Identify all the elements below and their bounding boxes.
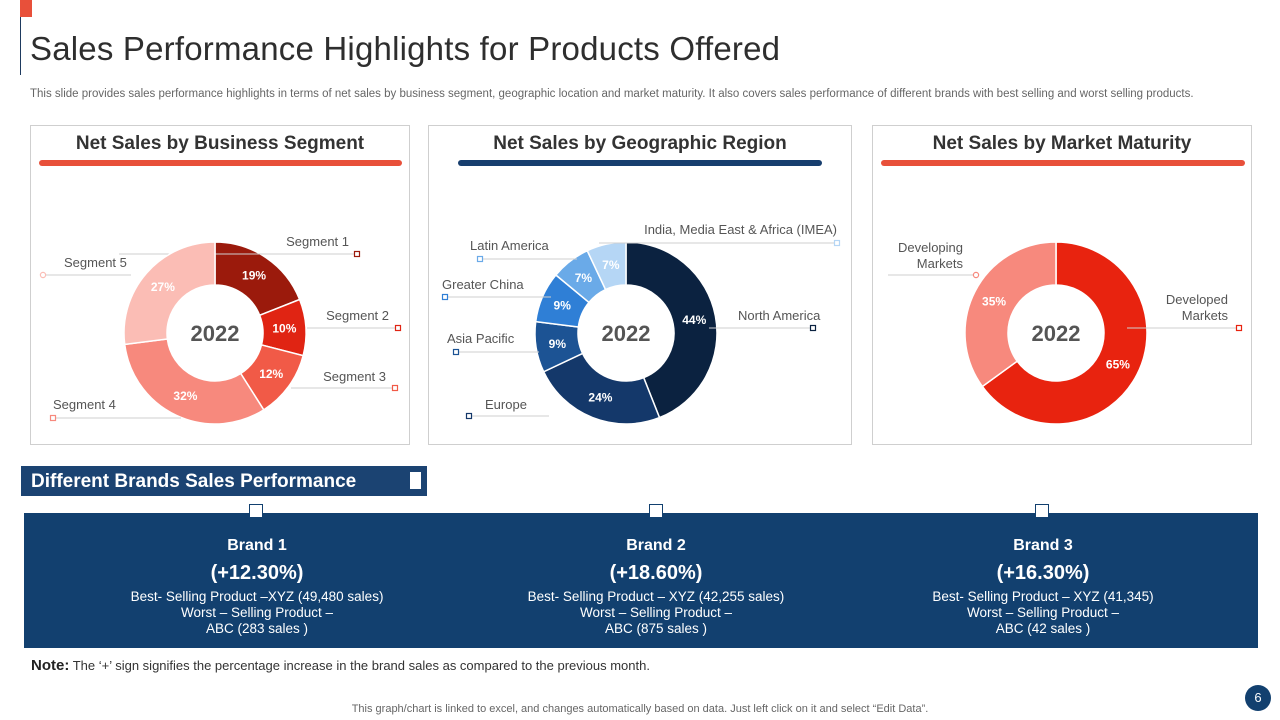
slice-name-label: Segment 3 (323, 369, 386, 384)
callout-marker (452, 348, 460, 356)
brand-worst-detail: ABC (875 sales ) (604, 621, 708, 636)
maturity-title-bar (881, 160, 1245, 166)
slice-north-america[interactable] (625, 241, 718, 419)
callout-marker (972, 271, 980, 279)
brand-best-seller: Best- Selling Product – XYZ (41,345) (932, 589, 1154, 604)
title-rule (20, 17, 21, 75)
slice-value-label: 7% (602, 258, 620, 272)
slice-india-media-east-africa-imea[interactable] (586, 241, 627, 291)
brand-marker (649, 504, 663, 518)
slice-name-label: Developed Markets (1166, 292, 1229, 323)
brand-card: Brand 2 (+18.60%) Best- Selling Product … (466, 504, 846, 637)
callout-marker (441, 293, 449, 301)
slice-value-label: 32% (173, 389, 197, 403)
brand-marker (1035, 504, 1049, 518)
slice-value-label: 9% (549, 337, 567, 351)
slice-name-label: India, Media East & Africa (IMEA) (644, 222, 837, 237)
slice-name-label: North America (738, 308, 821, 323)
slice-value-label: 10% (272, 322, 296, 336)
callout-marker (39, 271, 47, 279)
page-subtitle: This slide provides sales performance hi… (30, 88, 1194, 100)
callout-marker (391, 384, 399, 392)
callout-marker (465, 412, 473, 420)
slice-name-label: Segment 1 (286, 234, 349, 249)
brands-section-header: Different Brands Sales Performance (21, 466, 427, 496)
slice-name-label: Greater China (442, 277, 524, 292)
slice-name-label: Segment 2 (326, 308, 389, 323)
page-number: 6 (1245, 685, 1271, 711)
brand-worst-seller: Worst – Selling Product – (579, 605, 733, 620)
segment-chart-title: Net Sales by Business Segment (75, 133, 365, 154)
slice-developed-markets[interactable] (981, 241, 1148, 425)
brand-worst-seller: Worst – Selling Product – (966, 605, 1120, 620)
slice-value-label: 65% (1106, 358, 1130, 372)
callout-marker (353, 250, 361, 258)
region-chart-title: Net Sales by Geographic Region (493, 133, 787, 154)
brand-card: Brand 3 (+16.30%) Best- Selling Product … (853, 504, 1233, 637)
slice-value-label: 44% (682, 313, 706, 327)
slice-value-label: 24% (588, 391, 612, 405)
note: Note: The ‘+’ sign signifies the percent… (31, 657, 650, 674)
brand-best-seller: Best- Selling Product –XYZ (49,480 sales… (130, 589, 384, 604)
brand-name: Brand 3 (1013, 537, 1073, 554)
region-title-bar (458, 160, 822, 166)
slice-name-label: Segment 5 (64, 255, 127, 270)
segment-donut-chart[interactable]: 19% Segment 1 10% Segment 2 12% Segment 3 32% S… (31, 126, 411, 446)
slice-value-label: 9% (554, 298, 572, 312)
brand-change: (+18.60%) (609, 562, 703, 584)
donut-center-year: 2022 (1032, 321, 1081, 346)
maturity-chart-panel[interactable]: Net Sales by Market Maturity 65% Develope… (872, 125, 1252, 445)
brand-name: Brand 2 (626, 537, 686, 554)
section-header-marker (410, 472, 421, 489)
slice-value-label: 7% (575, 271, 593, 285)
brand-best-seller: Best- Selling Product – XYZ (42,255 sale… (527, 589, 785, 604)
slice-segment-5[interactable] (123, 241, 216, 346)
slice-segment-4[interactable] (123, 338, 265, 425)
slice-value-label: 27% (151, 280, 175, 294)
slice-value-label: 19% (242, 269, 266, 283)
region-chart-panel[interactable]: Net Sales by Geographic Region 44% North … (428, 125, 852, 445)
page-title: Sales Performance Highlights for Product… (30, 30, 781, 67)
slice-name-label: Europe (485, 397, 527, 412)
footer-text: This graph/chart is linked to excel, and… (351, 703, 929, 715)
slice-name-label: Asia Pacific (447, 331, 515, 346)
maturity-chart-title: Net Sales by Market Maturity (932, 133, 1192, 154)
donut-center-year: 2022 (191, 321, 240, 346)
callout-marker (1235, 324, 1243, 332)
region-donut-chart[interactable]: 44% North America 24% Europe 9% Asia Pacific 9… (429, 126, 853, 446)
brand-change: (+16.30%) (996, 562, 1090, 584)
brands-section-title: Different Brands Sales Performance (31, 471, 357, 492)
brand-worst-detail: ABC (283 sales ) (205, 621, 309, 636)
callout-marker (809, 324, 817, 332)
slice-name-label: Segment 4 (53, 397, 116, 412)
slice-name-label: Developing Markets (898, 240, 964, 271)
brand-worst-detail: ABC (42 sales ) (995, 621, 1091, 636)
donut-center-year: 2022 (602, 321, 651, 346)
brand-name: Brand 1 (227, 537, 287, 554)
brands-band: Brand 1 (+12.30%) Best- Selling Product … (24, 504, 1258, 648)
brand-change: (+12.30%) (210, 562, 304, 584)
callout-marker (476, 255, 484, 263)
slice-developing-markets[interactable] (964, 241, 1057, 388)
maturity-donut-chart[interactable]: 65% Developed Markets 35% Developing Markets 2… (873, 126, 1253, 446)
brand-marker (249, 504, 263, 518)
brand-worst-seller: Worst – Selling Product – (180, 605, 334, 620)
callout-marker (833, 239, 841, 247)
note-text: The ‘+’ sign signifies the percentage in… (69, 658, 650, 673)
segment-title-bar (39, 160, 402, 166)
note-label: Note: (31, 657, 70, 674)
callout-marker (49, 414, 57, 422)
slice-value-label: 12% (259, 367, 283, 381)
title-accent (20, 0, 32, 17)
slice-europe[interactable] (542, 352, 661, 425)
slice-value-label: 35% (982, 294, 1006, 308)
segment-chart-panel[interactable]: Net Sales by Business Segment 19% Segment… (30, 125, 410, 445)
slice-name-label: Latin America (470, 238, 550, 253)
callout-marker (394, 324, 402, 332)
brand-card: Brand 1 (+12.30%) Best- Selling Product … (67, 504, 447, 637)
